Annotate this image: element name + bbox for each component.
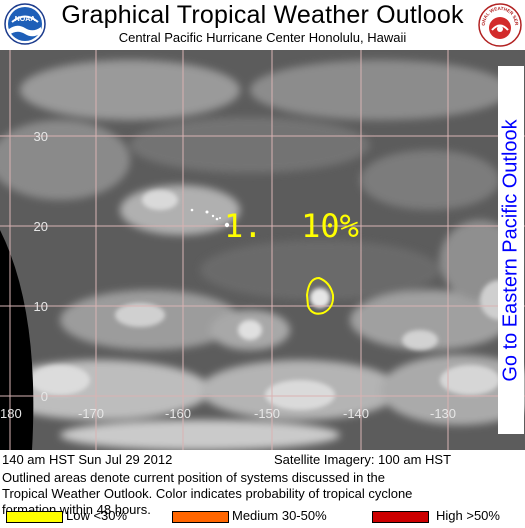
footer: 140 am HST Sun Jul 29 2012 Satellite Ima… [0, 450, 525, 528]
longitude-label: 180 [0, 406, 22, 421]
longitude-label: -140 [343, 406, 369, 421]
outlook-label: 1. 10% [224, 207, 359, 245]
page-title: Graphical Tropical Weather Outlook [61, 1, 464, 29]
latitude-label: 30 [34, 129, 48, 144]
outlook-area-outline[interactable] [305, 276, 335, 315]
header: NOAA Graphical Tropical Weather Outlook … [0, 0, 525, 50]
earth-edge [0, 230, 34, 450]
legend-high-label: High >50% [436, 508, 500, 523]
longitude-labels: 180 -170 -160 -150 -140 -130 [0, 406, 456, 421]
latitude-label: 20 [34, 219, 48, 234]
latitude-label: 10 [34, 299, 48, 314]
eastern-pacific-outlook-link[interactable]: Go to Eastern Pacific Outlook [498, 66, 524, 434]
eastern-pacific-outlook-link-text[interactable]: Go to Eastern Pacific Outlook [499, 118, 522, 382]
nws-logo-icon: NATIONAL WEATHER SERVICE [478, 3, 522, 47]
satellite-map: 1. 10% 30 20 10 0 180 -170 -160 -150 -140 -130 [0, 50, 525, 450]
noaa-logo-icon: NOAA [4, 3, 46, 45]
legend-medium-label: Medium 30-50% [232, 508, 327, 523]
issue-time: 140 am HST Sun Jul 29 2012 [2, 452, 173, 467]
legend-medium-swatch [172, 511, 229, 523]
legend-low-label: Low <30% [66, 508, 128, 523]
description-line-2: Tropical Weather Outlook. Color indicate… [2, 486, 413, 501]
latitude-labels: 30 20 10 0 [34, 129, 48, 404]
longitude-label: -150 [254, 406, 280, 421]
description-line-1: Outlined areas denote current position o… [2, 470, 385, 485]
longitude-label: -160 [165, 406, 191, 421]
hawaiian-islands [190, 208, 230, 228]
longitude-label: -170 [78, 406, 104, 421]
lat-lon-grid [0, 50, 525, 450]
noaa-logo-text: NOAA [15, 16, 36, 23]
longitude-label: -130 [430, 406, 456, 421]
page-subtitle: Central Pacific Hurricane Center Honolul… [118, 30, 407, 45]
legend-high-swatch [372, 511, 429, 523]
legend-low-swatch [6, 511, 63, 523]
imagery-time: Satellite Imagery: 100 am HST [274, 452, 452, 467]
latitude-label: 0 [41, 389, 48, 404]
